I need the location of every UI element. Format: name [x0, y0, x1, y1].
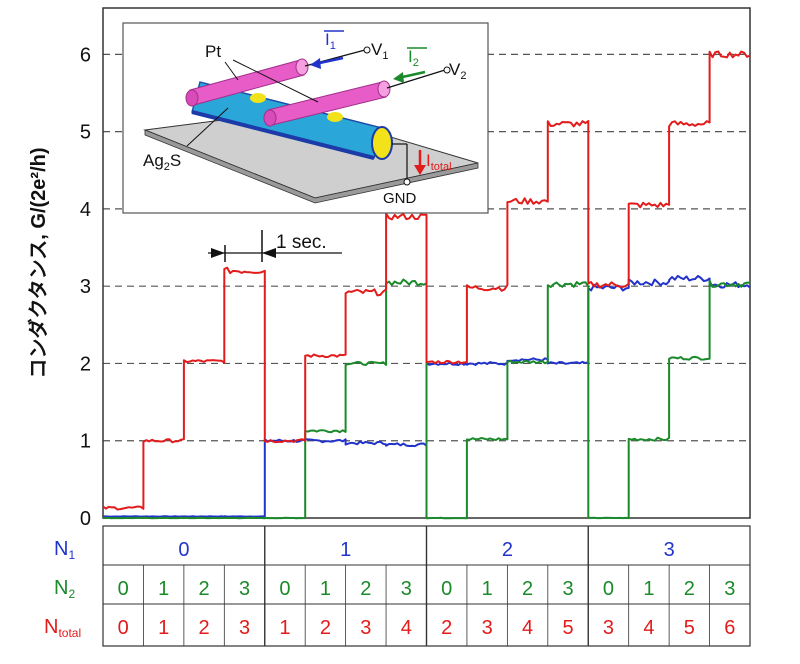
- table-cell-n2: 2: [199, 578, 210, 600]
- label-i2: I2: [408, 47, 419, 69]
- label-v1: V1: [371, 40, 388, 62]
- table-cell-n2: 3: [562, 578, 573, 600]
- terminal-gnd: [403, 178, 411, 186]
- table-cell-n2: 3: [401, 578, 412, 600]
- table-cell-n1: 1: [340, 539, 351, 561]
- substrate-edge: [144, 129, 479, 204]
- table-cell-n2: 0: [279, 578, 290, 600]
- y-tick-label: 2: [80, 353, 91, 375]
- y-tick-label: 0: [80, 508, 91, 530]
- device-schematic-inset: Pt I1 V1 I2 V2 Ag2S Itotal GND: [122, 22, 489, 214]
- ag2s-wire-end: [371, 126, 393, 160]
- table-cell-n2: 1: [320, 578, 331, 600]
- pt-pointer-1: [224, 61, 239, 81]
- label-gnd: GND: [383, 190, 417, 207]
- row-label-n1: N1: [54, 538, 75, 562]
- terminal-v2: [443, 66, 451, 74]
- pt-electrode-1-tip: [295, 58, 309, 76]
- table-cell-ntotal: 0: [118, 617, 129, 639]
- table-cell-n1: 3: [664, 539, 675, 561]
- y-tick-label: 4: [80, 199, 91, 221]
- table-cell-n2: 2: [684, 578, 695, 600]
- label-v2: V2: [449, 60, 466, 82]
- ag2s-wire-shadow: [191, 110, 375, 160]
- current-itotal-arrowhead-icon: [414, 165, 426, 175]
- time-scale-annotation: 1 sec.: [208, 230, 342, 262]
- terminal-v1: [363, 46, 371, 54]
- table-cell-n2: 0: [603, 578, 614, 600]
- series-red-line: [102, 50, 751, 511]
- arrow-left-icon: [211, 248, 225, 258]
- y-tick-label: 3: [80, 276, 91, 298]
- table-cell-n2: 0: [118, 578, 129, 600]
- ag2s-pointer: [186, 107, 229, 147]
- row-label-ntotal: Ntotal: [44, 616, 81, 640]
- label-itotal: Itotal: [426, 151, 452, 173]
- y-tick-label: 5: [80, 122, 91, 144]
- data-traces: [102, 50, 751, 520]
- table-cell-n2: 3: [724, 578, 735, 600]
- label-i1: I1: [325, 30, 336, 52]
- series-green-line: [102, 278, 751, 520]
- table-cell-n2: 1: [482, 578, 493, 600]
- pt-electrode-2-end: [263, 109, 277, 127]
- table-cell-ntotal: 3: [482, 617, 493, 639]
- y-tick-label: 6: [80, 44, 91, 66]
- time-scale-label: 1 sec.: [276, 232, 327, 253]
- label-ag2s: Ag2S: [143, 151, 181, 173]
- table-cell-ntotal: 4: [401, 617, 412, 639]
- table-cell-ntotal: 1: [158, 617, 169, 639]
- table-cell-n1: 2: [502, 539, 513, 561]
- pt-pointer-2: [232, 59, 319, 103]
- table-cell-ntotal: 5: [562, 617, 573, 639]
- pt-electrode-2-tip: [377, 80, 391, 98]
- table-cell-n2: 3: [239, 578, 250, 600]
- table-cell-n2: 0: [441, 578, 452, 600]
- current-i1-arrowhead-icon: [310, 58, 321, 69]
- y-tick-labels: 0 1 2 3 4 5 6: [80, 44, 91, 530]
- table-cell-n2: 1: [643, 578, 654, 600]
- y-axis-label: コンダクタンス, G/(2e²/h): [26, 147, 50, 378]
- table-cells: 0 1 2 30 1 2 3 0 1 2 3 0 1 2 3 0 1 2 30 1 2 3 1 2 3 4 2 3 4 5 3 4 5 6: [118, 539, 736, 639]
- table-cell-ntotal: 2: [320, 617, 331, 639]
- table-cell-ntotal: 6: [724, 617, 735, 639]
- table-cell-n1: 0: [178, 539, 189, 561]
- table-cell-n2: 1: [158, 578, 169, 600]
- table-cell-ntotal: 4: [522, 617, 533, 639]
- table-cell-ntotal: 5: [684, 617, 695, 639]
- table-cell-ntotal: 3: [603, 617, 614, 639]
- table-cell-ntotal: 1: [279, 617, 290, 639]
- table-cell-ntotal: 2: [441, 617, 452, 639]
- row-label-n2: N2: [54, 577, 75, 601]
- pt-electrode-1-end: [185, 89, 199, 107]
- table-cell-ntotal: 3: [239, 617, 250, 639]
- table-cell-n2: 2: [522, 578, 533, 600]
- state-table: N1 N2 Ntotal 0 1 2 30 1 2 3 0 1 2 3 0 1 2 3 0 1 2 30 1 2 3 1 2 3…: [44, 525, 751, 647]
- lead-v2: [386, 69, 446, 89]
- table-cell-ntotal: 3: [360, 617, 371, 639]
- contact-point-2: [327, 112, 343, 122]
- table-cell-ntotal: 4: [643, 617, 654, 639]
- table-cell-n2: 2: [360, 578, 371, 600]
- table-cell-ntotal: 2: [199, 617, 210, 639]
- current-i2-arrowhead-icon: [393, 72, 404, 83]
- label-pt: Pt: [205, 42, 221, 61]
- y-tick-label: 1: [80, 431, 91, 453]
- contact-point-1: [250, 93, 266, 103]
- table-grid: [103, 526, 750, 646]
- arrow-right-icon: [262, 248, 276, 258]
